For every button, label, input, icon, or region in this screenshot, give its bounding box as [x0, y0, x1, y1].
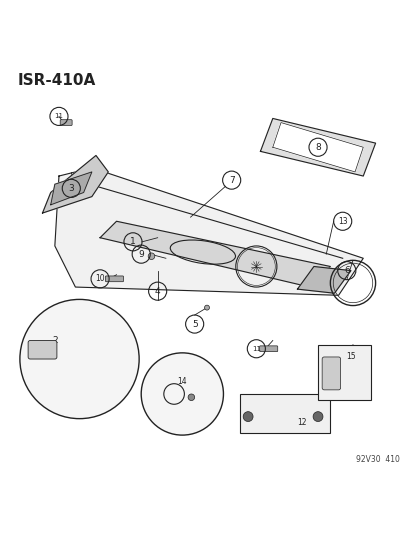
Text: 14: 14	[177, 377, 187, 386]
Circle shape	[20, 300, 139, 418]
Text: 13: 13	[337, 217, 347, 226]
Polygon shape	[272, 123, 362, 172]
Polygon shape	[55, 168, 362, 295]
Text: 11: 11	[251, 346, 260, 352]
Bar	[239, 394, 330, 433]
Circle shape	[242, 411, 252, 422]
Polygon shape	[260, 118, 375, 176]
Text: 3: 3	[68, 184, 74, 193]
Text: 15: 15	[345, 352, 355, 361]
Text: 92V30  410: 92V30 410	[356, 455, 399, 464]
Polygon shape	[297, 266, 350, 293]
Text: 8: 8	[314, 143, 320, 152]
Bar	[317, 345, 370, 400]
Text: ISR-410A: ISR-410A	[18, 73, 96, 88]
Circle shape	[141, 353, 223, 435]
FancyBboxPatch shape	[259, 346, 277, 352]
Text: 6: 6	[343, 266, 349, 275]
Text: 9: 9	[138, 249, 144, 259]
Text: 4: 4	[154, 287, 160, 296]
FancyBboxPatch shape	[28, 341, 57, 359]
Polygon shape	[100, 221, 330, 287]
Text: 10: 10	[95, 274, 104, 284]
Text: 12: 12	[296, 418, 306, 427]
Text: 11: 11	[55, 114, 63, 119]
Text: 2: 2	[52, 336, 57, 345]
FancyBboxPatch shape	[321, 357, 340, 390]
Circle shape	[188, 394, 194, 401]
Polygon shape	[51, 172, 92, 205]
Text: 7: 7	[228, 176, 234, 184]
FancyBboxPatch shape	[105, 276, 123, 282]
Text: 5: 5	[191, 320, 197, 328]
Circle shape	[204, 305, 209, 310]
Circle shape	[312, 411, 322, 422]
Circle shape	[148, 253, 154, 260]
Text: 1: 1	[130, 237, 135, 246]
Polygon shape	[43, 156, 108, 213]
FancyBboxPatch shape	[60, 120, 72, 125]
